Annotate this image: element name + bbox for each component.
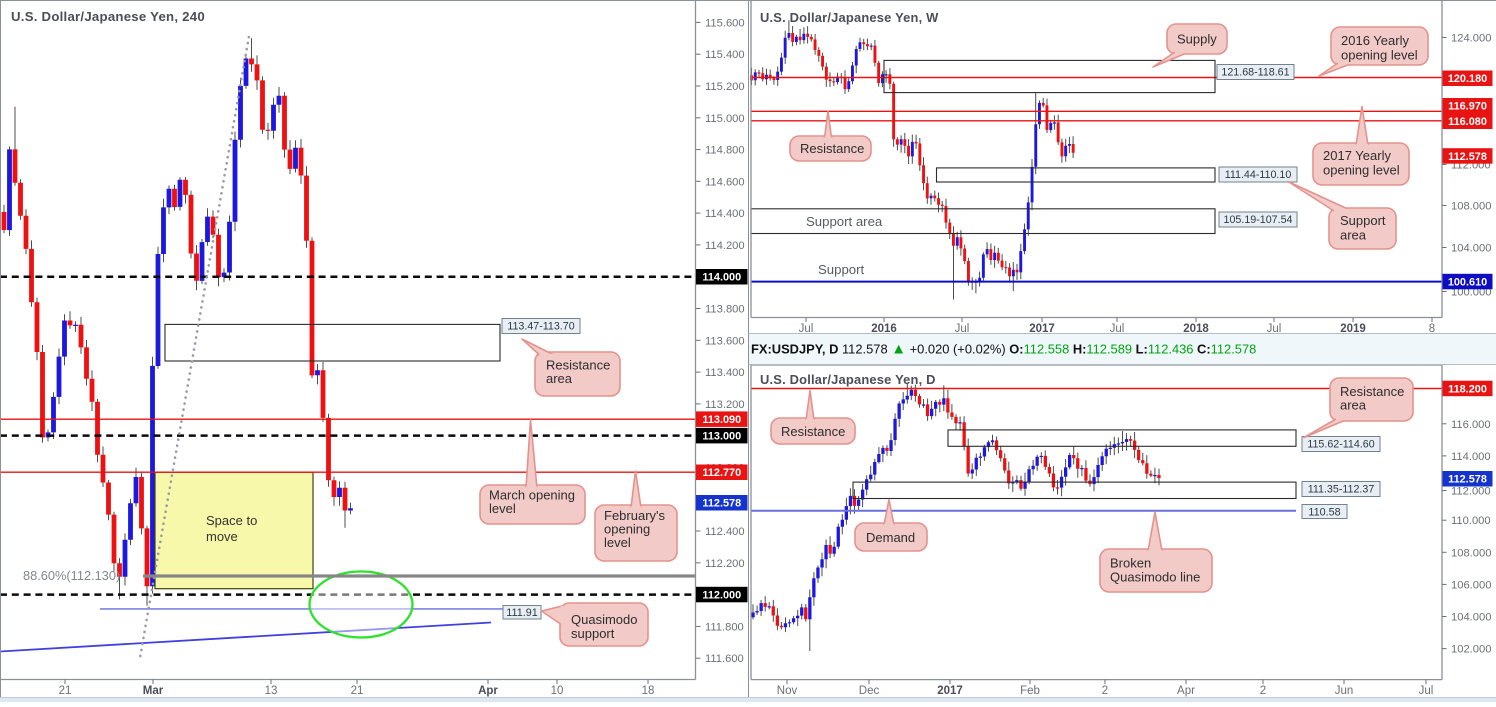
svg-text:opening level: opening level — [1323, 163, 1400, 178]
svg-text:U.S. Dollar/Japanese Yen, W: U.S. Dollar/Japanese Yen, W — [760, 10, 939, 25]
svg-text:area: area — [1340, 398, 1367, 413]
svg-text:124.000: 124.000 — [1451, 33, 1491, 45]
svg-text:Support area: Support area — [806, 214, 883, 229]
svg-text:opening level: opening level — [1341, 48, 1418, 63]
svg-text:13: 13 — [265, 685, 278, 697]
svg-text:115.400: 115.400 — [705, 49, 745, 61]
svg-text:Jun: Jun — [1335, 685, 1354, 697]
svg-text:115.62-114.60: 115.62-114.60 — [1307, 439, 1374, 451]
svg-text:Quasimodo: Quasimodo — [571, 612, 637, 627]
svg-text:Dec: Dec — [859, 685, 880, 697]
svg-text:112.000: 112.000 — [702, 590, 741, 602]
svg-text:105.19-107.54: 105.19-107.54 — [1224, 214, 1293, 226]
svg-text:120.180: 120.180 — [1448, 73, 1487, 85]
svg-text:111.91: 111.91 — [506, 607, 537, 619]
svg-text:104.000: 104.000 — [1451, 243, 1491, 255]
svg-text:FX:USDJPY, D 112.578 ▲ +0.020: FX:USDJPY, D 112.578 ▲ +0.020 (+0.02%) O… — [751, 341, 1256, 358]
svg-text:111.35-112.37: 111.35-112.37 — [1308, 484, 1375, 496]
svg-text:Resistance: Resistance — [781, 424, 845, 439]
svg-text:Support: Support — [818, 262, 865, 277]
svg-text:113.200: 113.200 — [705, 399, 745, 411]
svg-text:102.000: 102.000 — [1451, 644, 1491, 656]
svg-text:115.600: 115.600 — [705, 17, 745, 29]
svg-text:area: area — [546, 371, 573, 386]
svg-text:114.800: 114.800 — [705, 145, 745, 157]
svg-text:115.000: 115.000 — [705, 113, 745, 125]
svg-text:U.S. Dollar/Japanese Yen, 240: U.S. Dollar/Japanese Yen, 240 — [11, 9, 205, 24]
svg-text:108.000: 108.000 — [1451, 547, 1491, 559]
svg-text:114.200: 114.200 — [705, 240, 745, 252]
svg-text:118.200: 118.200 — [1448, 383, 1487, 395]
svg-text:area: area — [1340, 228, 1367, 243]
svg-text:move: move — [206, 529, 238, 544]
svg-text:U.S. Dollar/Japanese Yen, D: U.S. Dollar/Japanese Yen, D — [760, 372, 936, 387]
svg-text:88.60%(112.130): 88.60%(112.130) — [23, 568, 120, 583]
svg-text:114.600: 114.600 — [705, 176, 745, 188]
svg-text:2016 Yearly: 2016 Yearly — [1341, 33, 1409, 48]
svg-text:106.000: 106.000 — [1451, 579, 1491, 591]
svg-text:100.610: 100.610 — [1448, 277, 1487, 289]
svg-text:Supply: Supply — [1177, 32, 1217, 47]
svg-text:10: 10 — [551, 685, 564, 697]
svg-text:112.578: 112.578 — [1448, 151, 1487, 163]
svg-text:111.600: 111.600 — [705, 653, 744, 665]
svg-text:114.000: 114.000 — [702, 272, 741, 284]
svg-text:Demand: Demand — [866, 530, 915, 545]
svg-text:Quasimodo line: Quasimodo line — [1110, 570, 1200, 585]
svg-text:Resistance: Resistance — [800, 141, 864, 156]
svg-text:113.600: 113.600 — [705, 335, 745, 347]
svg-text:114.000: 114.000 — [1451, 451, 1491, 463]
svg-text:112.578: 112.578 — [1448, 474, 1487, 486]
svg-text:Apr: Apr — [478, 685, 498, 697]
svg-text:Broken: Broken — [1110, 556, 1151, 571]
svg-text:Mar: Mar — [143, 685, 164, 697]
svg-text:112.400: 112.400 — [705, 526, 745, 538]
svg-text:113.47-113.70: 113.47-113.70 — [507, 321, 574, 333]
svg-text:2017 Yearly: 2017 Yearly — [1323, 148, 1391, 163]
svg-text:Jul: Jul — [1419, 685, 1434, 697]
svg-text:114.400: 114.400 — [705, 208, 745, 220]
svg-text:Space to: Space to — [206, 513, 257, 528]
svg-text:2017: 2017 — [937, 685, 963, 697]
svg-text:18: 18 — [642, 685, 655, 697]
svg-text:Feb: Feb — [1020, 685, 1040, 697]
svg-text:121.68-118.61: 121.68-118.61 — [1221, 67, 1289, 79]
svg-text:112.000: 112.000 — [1451, 486, 1491, 498]
svg-text:110.58: 110.58 — [1308, 506, 1340, 518]
svg-text:113.090: 113.090 — [702, 414, 741, 426]
svg-text:Support: Support — [1340, 213, 1386, 228]
svg-text:104.000: 104.000 — [1451, 612, 1491, 624]
svg-text:112.578: 112.578 — [702, 498, 741, 510]
svg-text:112.770: 112.770 — [702, 467, 741, 479]
svg-text:116.080: 116.080 — [1448, 116, 1487, 128]
svg-text:108.000: 108.000 — [1451, 201, 1491, 213]
svg-text:2: 2 — [1102, 685, 1108, 697]
svg-text:113.400: 113.400 — [705, 367, 745, 379]
svg-text:21: 21 — [351, 685, 364, 697]
svg-text:Nov: Nov — [777, 685, 798, 697]
svg-text:116.000: 116.000 — [1451, 419, 1491, 431]
svg-text:111.800: 111.800 — [705, 621, 744, 633]
svg-text:110.000: 110.000 — [1451, 515, 1491, 527]
svg-text:112.200: 112.200 — [705, 558, 745, 570]
svg-text:support: support — [571, 626, 615, 641]
svg-text:116.970: 116.970 — [1448, 101, 1487, 113]
svg-text:113.000: 113.000 — [702, 431, 741, 443]
svg-text:2: 2 — [1260, 685, 1266, 697]
svg-text:level: level — [604, 535, 631, 550]
svg-text:111.44-110.10: 111.44-110.10 — [1225, 169, 1292, 181]
svg-text:113.800: 113.800 — [705, 304, 745, 316]
svg-text:level: level — [489, 501, 516, 516]
svg-text:Apr: Apr — [1177, 685, 1195, 697]
svg-text:115.200: 115.200 — [705, 81, 745, 93]
svg-text:21: 21 — [59, 685, 72, 697]
